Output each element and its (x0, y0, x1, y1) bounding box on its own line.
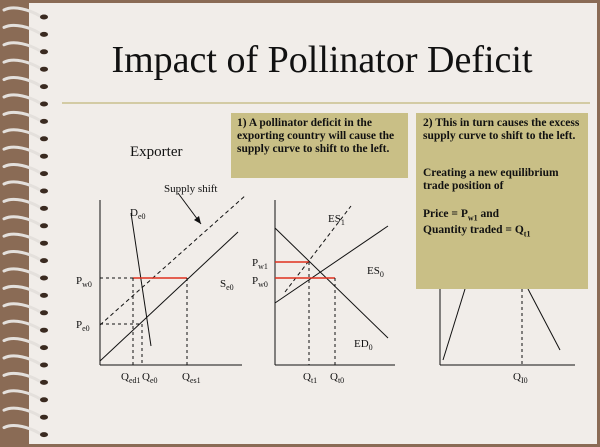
spiral-hole (40, 397, 48, 403)
spiral-hole (40, 432, 48, 438)
label-supply-e0: Se0 (220, 278, 234, 292)
spiral-coil (2, 371, 42, 383)
spiral-coil (2, 424, 42, 436)
spiral-hole (40, 205, 48, 211)
label-qes1: Qes1 (182, 371, 201, 385)
note-2-quantity: Quantity traded = Qt1 (423, 224, 531, 239)
slide-title: Impact of Pollinator Deficit (111, 39, 532, 81)
spiral-coil (2, 76, 42, 88)
spiral-hole (40, 66, 48, 72)
note-2-line-1: 2) This in turn causes the excess supply… (423, 117, 580, 142)
spiral-hole (40, 101, 48, 107)
supply-shift-arrowhead (194, 216, 201, 224)
importer-demand-curve (527, 288, 561, 351)
label-es1: ES1 (328, 213, 345, 227)
label-pw0-trade: Pw0 (252, 275, 268, 289)
spiral-coil (2, 406, 42, 418)
importer-supply-curve (442, 288, 466, 361)
spiral-coil (2, 128, 42, 140)
spiral-coil (2, 215, 42, 227)
spiral-hole (40, 188, 48, 194)
spiral-hole (40, 171, 48, 177)
trade-graph (274, 200, 395, 366)
label-pw0-exporter: Pw0 (76, 275, 92, 289)
spiral-hole (40, 223, 48, 229)
spiral-hole (40, 310, 48, 316)
spiral-coil (2, 284, 42, 296)
spiral-coil (2, 6, 42, 18)
label-pe0: Pe0 (76, 319, 90, 333)
spiral-hole (40, 49, 48, 55)
spiral-hole (40, 292, 48, 298)
exporter-graph (99, 192, 247, 366)
note-box-2: 2) This in turn causes the excess supply… (416, 113, 588, 289)
spiral-hole (40, 414, 48, 420)
supply-shift-label: Supply shift (164, 183, 217, 195)
spiral-hole (40, 136, 48, 142)
label-demand-e0: De0 (130, 207, 146, 221)
label-pw1: Pw1 (252, 257, 268, 271)
exporter-demand-curve (130, 212, 152, 347)
label-ed0: ED0 (354, 338, 373, 352)
spiral-coil (2, 145, 42, 157)
spiral-coil (2, 58, 42, 70)
label-es0: ES0 (367, 265, 384, 279)
note-1-text: 1) A pollinator deficit in the exporting… (237, 117, 395, 155)
spiral-coil (2, 267, 42, 279)
spiral-hole (40, 240, 48, 246)
spiral-coil (2, 110, 42, 122)
spiral-coil (2, 163, 42, 175)
spiral-coil (2, 197, 42, 209)
label-qi0: QI0 (513, 371, 528, 385)
spiral-hole (40, 345, 48, 351)
spiral-coil (2, 319, 42, 331)
label-qe0: Qe0 (142, 371, 158, 385)
spiral-hole (40, 14, 48, 20)
spiral-hole (40, 327, 48, 333)
spiral-hole (40, 153, 48, 159)
spiral-hole (40, 118, 48, 124)
exporter-supply-curve (99, 231, 239, 362)
spiral-hole (40, 379, 48, 385)
note-box-1: 1) A pollinator deficit in the exporting… (231, 113, 408, 178)
label-qt1: Qt1 (303, 371, 317, 385)
spiral-coil (2, 93, 42, 105)
spiral-hole (40, 258, 48, 264)
spiral-coil (2, 180, 42, 192)
spiral-coil (2, 389, 42, 401)
spiral-hole (40, 275, 48, 281)
note-2-price: Price = Pw1 and (423, 208, 500, 223)
trade-excess-supply-0 (274, 225, 389, 304)
note-2-line-2: Creating a new equilibrium trade positio… (423, 167, 559, 192)
spiral-coil (2, 354, 42, 366)
spiral-coil (2, 250, 42, 262)
spiral-coil (2, 232, 42, 244)
importer-graph (439, 288, 575, 366)
spiral-binding (2, 6, 48, 438)
spiral-coil (2, 337, 42, 349)
spiral-coil (2, 302, 42, 314)
spiral-hole (40, 84, 48, 90)
spiral-coil (2, 41, 42, 53)
spiral-coil (2, 23, 42, 35)
exporter-supply-shifted (99, 194, 247, 326)
label-qed1: Qed1 (121, 371, 141, 385)
trade-excess-demand (274, 227, 389, 339)
spiral-hole (40, 362, 48, 368)
exporter-label: Exporter (130, 144, 182, 160)
spiral-hole (40, 31, 48, 37)
label-qt0: Qt0 (330, 371, 344, 385)
